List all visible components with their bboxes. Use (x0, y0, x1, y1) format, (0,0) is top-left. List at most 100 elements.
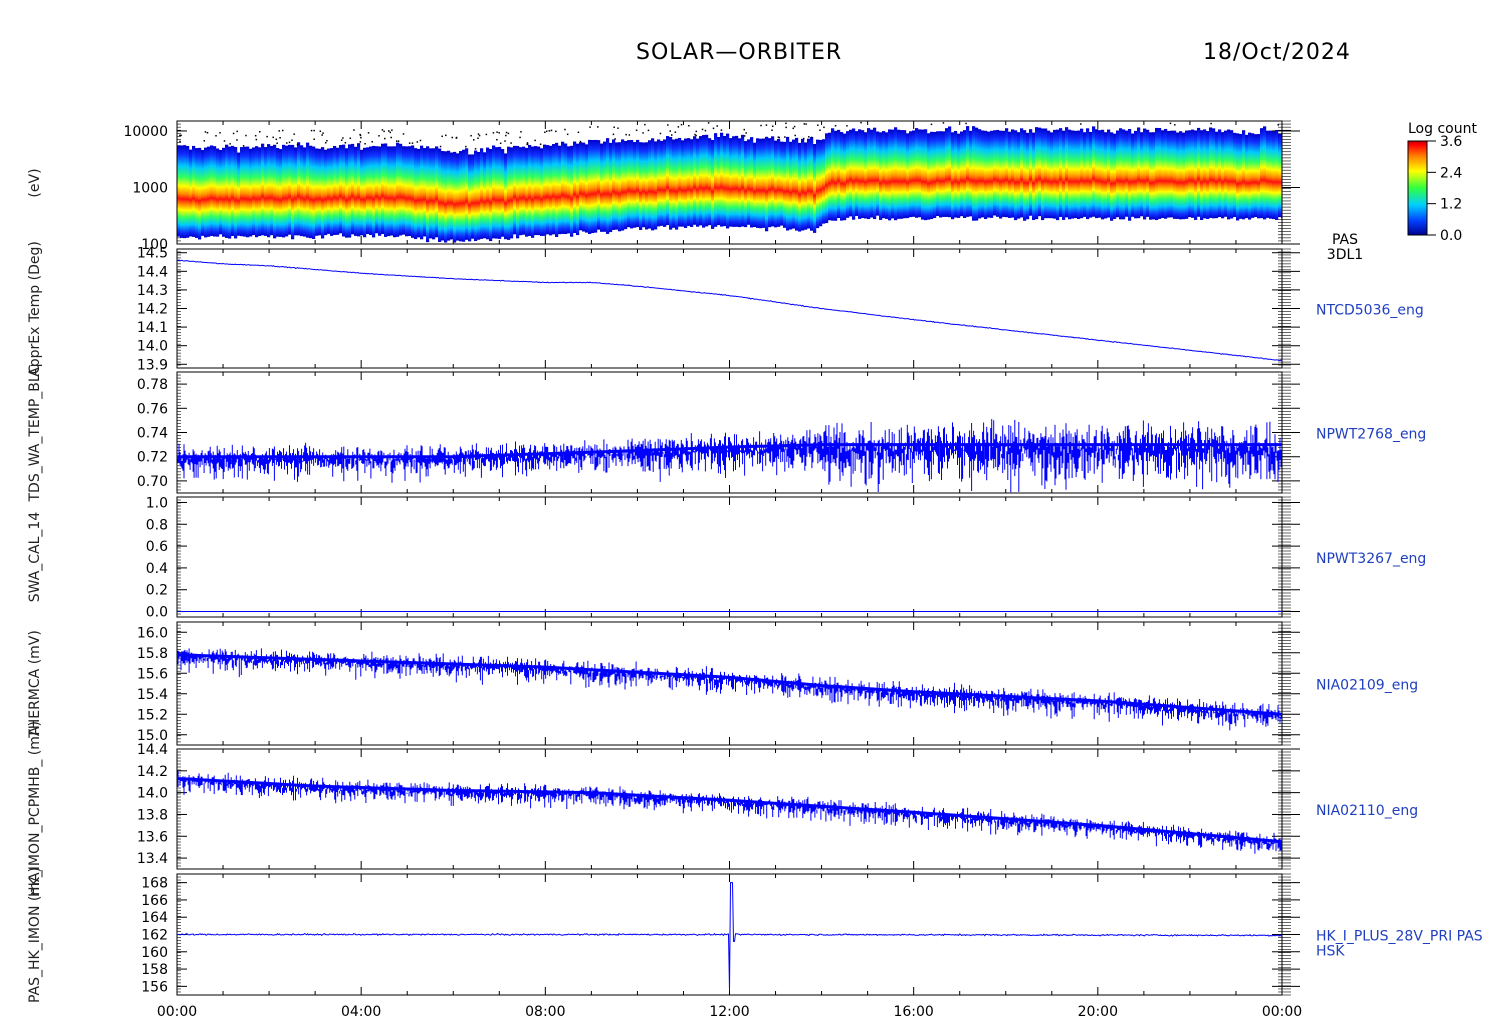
spectrogram-column (591, 140, 595, 234)
spectrogram-column (447, 150, 451, 241)
spectrogram-dot (496, 131, 498, 133)
spectrogram-column (990, 130, 994, 218)
spectrogram-column (765, 136, 769, 232)
spectrogram-column (633, 142, 637, 228)
spectrogram-column (870, 129, 874, 218)
spectrogram-dot (625, 133, 627, 136)
spectrogram-column (423, 148, 427, 237)
spectrogram-column (369, 146, 373, 235)
spectrogram-dot (478, 134, 481, 137)
spectrogram-column (1227, 129, 1231, 220)
spectrogram-column (555, 142, 559, 237)
spectrogram-column (738, 138, 742, 228)
spectrogram-column (312, 146, 316, 239)
spectrogram-column (231, 145, 235, 236)
spectrogram-column (909, 131, 913, 218)
ylabel-0: (eV) (27, 167, 43, 198)
spectrogram-column (1257, 134, 1261, 219)
spectrogram-dot (680, 123, 683, 126)
panel-nia02110: 14.4 14.2 14.0 13.8 13.6 13.4 NIA02110_eng (137, 742, 1418, 870)
spectrogram-column (849, 129, 853, 217)
spectrogram-column (1281, 133, 1282, 219)
spectrogram-column (201, 150, 205, 236)
spectrogram-column (969, 130, 973, 217)
spectrogram-column (819, 139, 823, 227)
spectrogram-column (1089, 131, 1093, 218)
spectrogram-dot (397, 140, 400, 142)
spectrogram-column (345, 148, 349, 238)
spectrogram-dot (519, 136, 521, 139)
spectrogram-dot (402, 133, 405, 135)
spectrogram-dot (545, 130, 548, 133)
spectrogram-dot (179, 140, 181, 143)
spectrogram-column (825, 133, 829, 224)
y-tick-label: 14.4 (137, 264, 168, 280)
y-tick-label: 0.78 (137, 377, 168, 393)
spectrogram-column (1221, 132, 1225, 219)
spectrogram-column (771, 136, 775, 227)
spectrogram-column (1242, 130, 1246, 220)
spectrogram-column (1197, 127, 1201, 217)
y-tick-label: 164 (141, 910, 168, 926)
spectrogram-dot (612, 133, 615, 136)
spectrogram-dot (451, 136, 453, 139)
spectrogram-column (945, 128, 949, 217)
spectrogram-column (465, 148, 469, 240)
spectrogram-column (282, 144, 286, 238)
spectrogram-column (840, 132, 844, 221)
spectrogram-dot (439, 145, 442, 148)
spectrogram-column (339, 145, 343, 234)
spectrogram-column (264, 147, 268, 236)
spectrogram-dot (359, 134, 362, 137)
spectrogram-dot (229, 143, 231, 145)
spectrogram-dot (313, 138, 315, 140)
spectrogram-dot (470, 134, 472, 137)
spectrogram-column (861, 130, 865, 219)
spectrogram-column (933, 131, 937, 218)
spectrogram-column (777, 138, 781, 227)
y-tick-label: 15.2 (137, 707, 168, 723)
y-tick-label: 0.70 (137, 474, 168, 490)
spectrogram-column (951, 132, 955, 220)
spectrogram-column (267, 144, 271, 238)
spectrogram-column (1167, 130, 1171, 218)
spectrogram-dot (296, 143, 299, 146)
spectrogram-column (1029, 129, 1033, 216)
spectrogram-dot (505, 131, 508, 134)
right-label: HK_I_PLUS_28V_PRI PAS (1316, 929, 1483, 945)
spectrogram-dot (1174, 124, 1176, 126)
spectrogram-column (258, 147, 262, 236)
spectrogram-column (663, 139, 667, 227)
y-tick-label: 0.0 (146, 605, 168, 621)
y-tick-label: 0.6 (146, 539, 168, 555)
y-tick-label: 14.4 (137, 742, 168, 758)
spectrogram-dot (647, 129, 650, 132)
spectrogram-column (984, 130, 988, 220)
x-tick-label: 00:00 (157, 1004, 197, 1020)
right-label: NPWT2768_eng (1316, 427, 1426, 443)
spectrogram-dot (510, 142, 512, 144)
spectrogram-dot (539, 143, 542, 145)
spectrogram-dot (695, 130, 698, 133)
spectrogram-dot (550, 129, 553, 132)
spectrogram-dot (395, 140, 398, 142)
spectrogram-dot (367, 132, 370, 134)
spectrogram-column (1032, 132, 1036, 221)
spectrogram-column (456, 153, 460, 241)
spectrogram-dot (485, 133, 488, 136)
y-tick-label: 14.3 (137, 283, 168, 299)
spectrogram-dot (492, 132, 495, 134)
spectrogram-dot (860, 121, 862, 124)
spectrogram-column (1164, 128, 1168, 219)
series-trace-core (177, 653, 1282, 716)
ylabel-6: PAS_HK_IMON (mA) (27, 866, 43, 1003)
spectrogram-column (669, 137, 673, 230)
spectrogram-column (1062, 130, 1066, 220)
spectrogram-column (921, 129, 925, 220)
spectrogram-column (324, 149, 328, 236)
y-tick-label: 14.0 (137, 786, 168, 802)
spectrogram-column (741, 134, 745, 227)
spectrogram-dot (544, 131, 546, 134)
y-tick-label: 160 (141, 945, 168, 961)
